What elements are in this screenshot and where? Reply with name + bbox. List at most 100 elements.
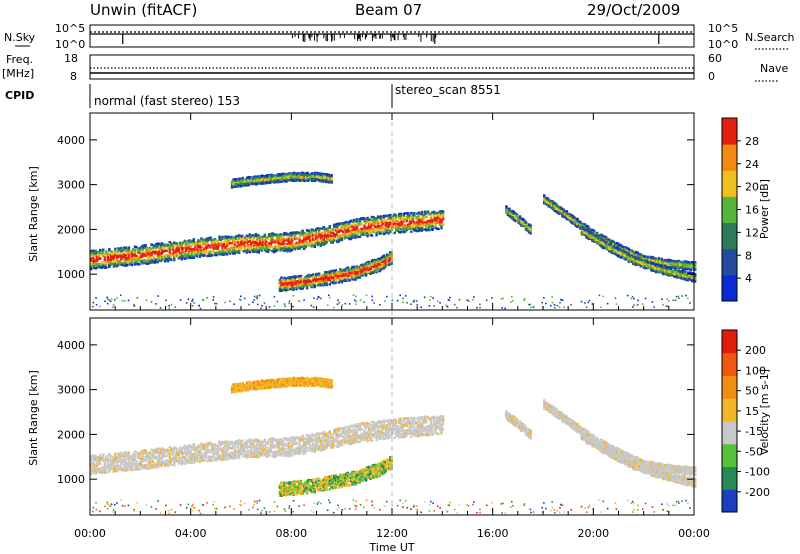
echo-cell xyxy=(262,177,266,180)
echo-cell xyxy=(162,256,165,260)
echo-cell xyxy=(317,178,320,182)
echo-cell xyxy=(420,210,424,214)
echo-cell xyxy=(210,254,214,257)
echo-cell xyxy=(276,179,279,182)
echo-cell xyxy=(441,217,445,220)
echo-cell xyxy=(99,253,102,257)
echo-cell xyxy=(124,246,128,250)
echo-cell xyxy=(138,247,141,250)
echo-cell xyxy=(324,173,327,176)
echo-cell xyxy=(115,251,119,255)
echo-cell xyxy=(108,265,111,268)
echo-cell xyxy=(96,259,99,263)
echo-cell xyxy=(133,254,137,258)
echo-cell xyxy=(102,264,105,267)
echo-cell xyxy=(345,272,348,276)
echo-cell xyxy=(93,260,96,263)
echo-cell xyxy=(256,182,260,185)
echo-cell xyxy=(192,238,196,241)
echo-cell xyxy=(102,261,105,264)
echo-cell xyxy=(151,255,155,258)
echo-cell xyxy=(326,173,329,176)
echo-cell xyxy=(375,233,378,237)
echo-cell xyxy=(103,262,106,265)
echo-cell xyxy=(204,251,208,254)
echo-cell xyxy=(303,178,306,181)
echo-cell xyxy=(273,177,276,180)
nave-label: Nave xyxy=(760,62,788,75)
echo-cell xyxy=(148,246,152,249)
echo-cell xyxy=(160,244,164,248)
noise-left-tick-top: 10^5 xyxy=(55,22,85,35)
echo-cell xyxy=(393,231,396,235)
echo-cell xyxy=(297,178,300,181)
echo-cell xyxy=(264,180,267,183)
echo-cell xyxy=(118,252,122,255)
echo-cell xyxy=(133,263,137,266)
echo-cell xyxy=(105,252,108,256)
echo-cell xyxy=(326,174,329,178)
echo-cell xyxy=(292,179,296,182)
echo-cell xyxy=(112,255,116,258)
echo-cell xyxy=(127,248,131,252)
echo-cell xyxy=(144,254,147,258)
echo-cell xyxy=(331,228,334,231)
echo-cell xyxy=(390,261,393,265)
echo-cell xyxy=(315,176,318,180)
echo-cell xyxy=(312,172,315,175)
echo-cell xyxy=(153,250,156,254)
echo-cell xyxy=(127,246,131,249)
echo-cell xyxy=(239,185,243,188)
echo-cell xyxy=(121,253,125,256)
echo-cell xyxy=(321,179,324,182)
echo-cell xyxy=(118,248,122,251)
echo-cell xyxy=(93,264,96,268)
echo-cell xyxy=(314,276,318,279)
echo-cell xyxy=(130,263,134,267)
echo-cell xyxy=(112,253,116,257)
echo-cell xyxy=(395,216,398,219)
echo-cell xyxy=(246,179,249,182)
echo-cell xyxy=(147,253,150,256)
echo-cell xyxy=(261,174,264,177)
echo-cell xyxy=(310,174,314,178)
echo-cell xyxy=(142,252,146,256)
echo-cell xyxy=(150,254,153,257)
echo-cell xyxy=(313,179,317,183)
echo-cell xyxy=(136,251,140,255)
echo-cell xyxy=(179,241,182,244)
echo-cell xyxy=(297,172,300,175)
echo-cell xyxy=(592,229,596,232)
echo-cell xyxy=(252,182,255,186)
echo-cell xyxy=(261,180,264,183)
echo-cell xyxy=(277,180,281,184)
freq-unit-label: [MHz] xyxy=(2,67,34,80)
echo-cell xyxy=(281,235,285,239)
echo-cell xyxy=(264,181,267,184)
echo-cell xyxy=(289,175,293,178)
echo-cell xyxy=(280,178,284,181)
echo-cell xyxy=(90,250,93,253)
freq-left-tick-bottom: 8 xyxy=(70,70,77,83)
echo-cell xyxy=(147,259,150,262)
echo-cell xyxy=(321,177,324,180)
echo-cell xyxy=(99,248,102,252)
echo-cell xyxy=(390,254,393,257)
echo-cell xyxy=(303,176,306,180)
echo-cell xyxy=(248,239,251,243)
echo-cell xyxy=(321,173,324,177)
echo-cell xyxy=(157,250,161,254)
echo-cell xyxy=(294,174,297,177)
echo-cell xyxy=(230,186,234,189)
echo-cell xyxy=(91,264,94,267)
echo-cell xyxy=(431,228,434,231)
echo-cell xyxy=(250,177,253,180)
echo-cell xyxy=(145,258,149,261)
echo-cell xyxy=(364,273,368,276)
echo-cell xyxy=(277,173,281,176)
echo-cell xyxy=(111,253,114,256)
echo-cell xyxy=(90,262,93,265)
echo-cell xyxy=(270,179,273,182)
echo-cell xyxy=(232,182,235,186)
echo-cell xyxy=(90,252,93,256)
